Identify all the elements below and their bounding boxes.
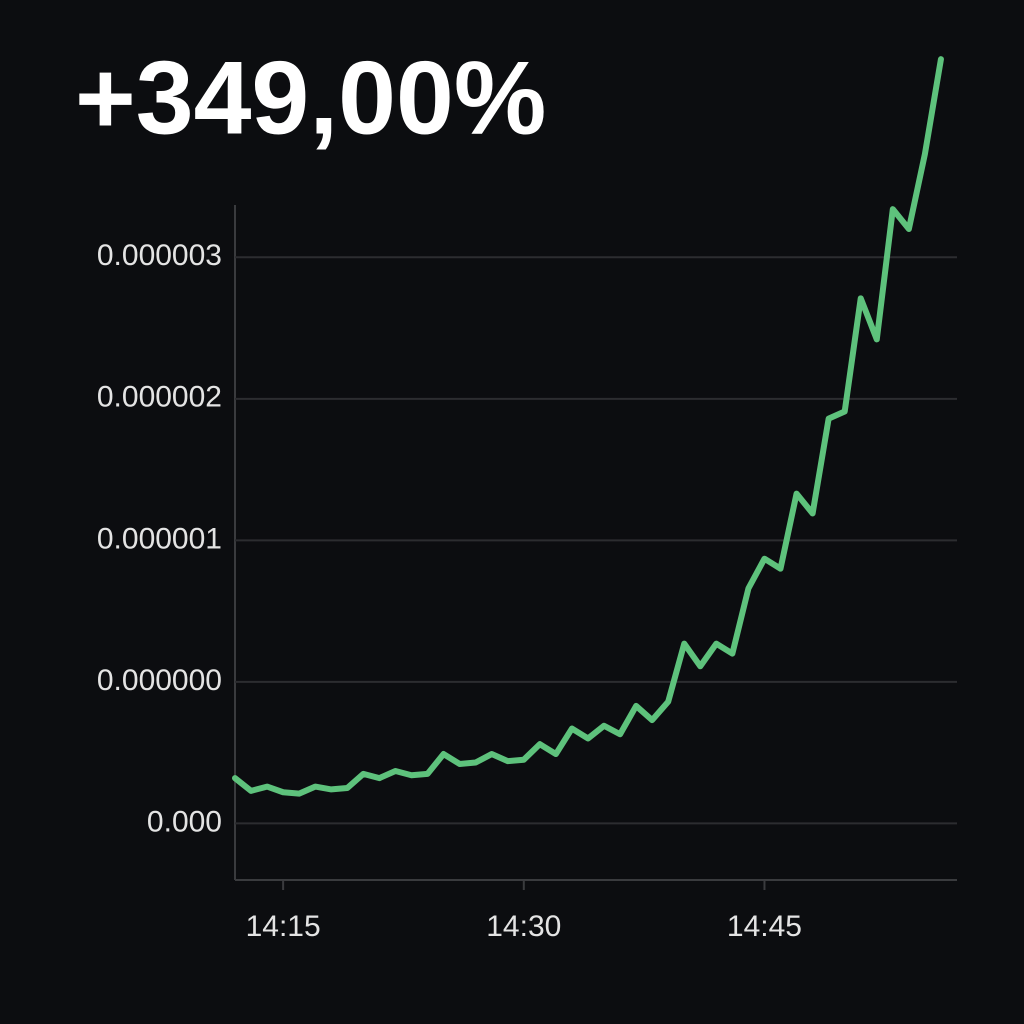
chart-title: +349,00% <box>75 40 546 156</box>
x-tick-label: 14:45 <box>727 910 802 943</box>
y-tick-label: 0.000000 <box>97 664 222 697</box>
price-line <box>232 56 944 797</box>
y-tick-label: 0.000 <box>147 805 222 838</box>
y-tick-label: 0.000003 <box>97 239 222 272</box>
x-tick-label: 14:15 <box>246 910 321 943</box>
x-tick-label: 14:30 <box>486 910 561 943</box>
y-tick-label: 0.000001 <box>97 522 222 555</box>
y-tick-label: 0.000002 <box>97 381 222 414</box>
